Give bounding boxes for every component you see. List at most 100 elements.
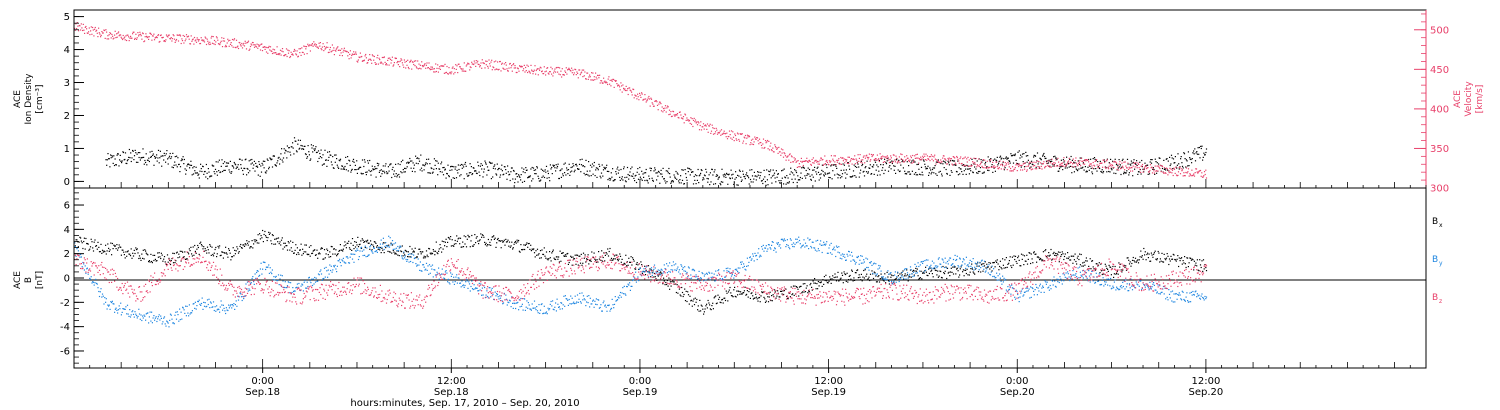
- data-point-bx: [282, 248, 284, 250]
- data-point-density: [354, 164, 356, 166]
- data-point-bx: [882, 277, 884, 279]
- data-point-velocity: [591, 72, 593, 74]
- data-point-bx: [619, 255, 622, 257]
- data-point-density: [143, 163, 145, 165]
- data-point-bx: [999, 260, 1001, 262]
- data-point-density: [836, 173, 838, 175]
- data-point-velocity: [1026, 169, 1028, 171]
- data-point-velocity: [784, 155, 787, 157]
- data-point-density: [926, 167, 928, 169]
- data-point-density: [614, 179, 616, 181]
- data-point-velocity: [1186, 172, 1188, 174]
- data-point-density: [181, 159, 184, 161]
- data-point-velocity: [970, 157, 972, 159]
- data-point-density: [255, 162, 257, 164]
- data-point-density: [644, 179, 646, 182]
- data-point-density: [717, 178, 719, 180]
- data-point-density: [800, 172, 802, 174]
- data-point-density: [736, 184, 738, 186]
- data-point-bx: [253, 243, 255, 245]
- data-point-velocity: [683, 122, 685, 124]
- data-point-velocity: [197, 38, 199, 41]
- data-point-velocity: [273, 49, 276, 51]
- data-point-velocity: [696, 121, 698, 123]
- data-point-bx: [86, 242, 88, 245]
- data-point-bx: [78, 241, 80, 243]
- data-point-bx: [712, 308, 714, 310]
- data-point-bx: [542, 253, 544, 255]
- data-point-velocity: [501, 63, 503, 65]
- data-point-bx: [347, 242, 349, 244]
- data-point-velocity: [815, 159, 817, 161]
- data-point-velocity: [814, 159, 816, 162]
- data-point-bx: [117, 249, 119, 251]
- data-point-bx: [794, 285, 796, 287]
- data-point-velocity: [219, 42, 222, 44]
- data-point-velocity: [469, 69, 471, 71]
- data-point-velocity: [731, 138, 733, 140]
- data-point-bx: [978, 265, 980, 267]
- data-point-bx: [1048, 252, 1050, 254]
- data-point-bx: [1199, 259, 1201, 261]
- data-point-velocity: [321, 46, 323, 48]
- data-point-density: [135, 161, 138, 163]
- data-point-density: [1068, 166, 1070, 168]
- data-point-density: [1164, 168, 1166, 170]
- data-point-density: [1080, 167, 1082, 169]
- data-point-bx: [1036, 261, 1038, 263]
- data-point-bx: [241, 247, 243, 249]
- data-point-bx: [1106, 267, 1108, 269]
- data-point-bx: [191, 255, 193, 257]
- data-point-bx: [893, 281, 895, 283]
- data-point-density: [760, 171, 762, 174]
- data-point-density: [933, 167, 936, 169]
- data-point-velocity: [591, 79, 593, 81]
- data-point-velocity: [691, 118, 693, 120]
- data-point-bx: [738, 290, 740, 293]
- data-point-bx: [1082, 262, 1084, 264]
- data-point-density: [779, 182, 781, 184]
- data-point-velocity: [678, 117, 680, 119]
- data-point-velocity: [725, 136, 727, 138]
- data-point-bx: [349, 248, 351, 250]
- data-point-density: [1205, 148, 1208, 150]
- data-point-velocity: [828, 164, 830, 166]
- data-point-density: [509, 179, 511, 182]
- data-point-velocity: [391, 56, 393, 58]
- data-point-density: [992, 159, 994, 161]
- data-point-bx: [527, 246, 529, 248]
- data-point-velocity: [506, 68, 508, 70]
- data-point-velocity: [445, 72, 447, 74]
- data-point-bx: [786, 297, 788, 299]
- data-point-density: [314, 149, 316, 152]
- data-point-density: [889, 161, 891, 163]
- data-point-velocity: [410, 59, 412, 61]
- data-point-velocity: [188, 38, 190, 40]
- data-point-bx: [470, 240, 472, 242]
- data-point-density: [557, 163, 559, 165]
- data-point-density: [816, 173, 818, 175]
- data-point-velocity: [354, 53, 356, 55]
- data-point-velocity: [236, 46, 238, 48]
- data-point-bx: [209, 245, 212, 247]
- data-point-velocity: [495, 60, 497, 62]
- data-point-bx: [546, 258, 548, 260]
- data-point-density: [928, 174, 930, 176]
- data-point-density: [698, 182, 700, 184]
- data-point-density: [956, 171, 958, 173]
- data-point-density: [873, 164, 875, 166]
- data-point-velocity: [315, 45, 317, 47]
- data-point-bx: [162, 260, 164, 262]
- data-point-density: [280, 153, 282, 155]
- data-point-density: [984, 163, 986, 165]
- data-point-velocity: [1035, 161, 1037, 164]
- data-point-density: [394, 175, 396, 177]
- data-point-bx: [148, 261, 150, 263]
- data-point-velocity: [809, 160, 811, 162]
- data-point-bx: [909, 276, 911, 278]
- data-point-velocity: [373, 59, 375, 61]
- data-point-density: [656, 179, 658, 181]
- data-point-velocity: [916, 153, 918, 155]
- data-point-density: [889, 165, 891, 167]
- data-point-bx: [549, 251, 551, 253]
